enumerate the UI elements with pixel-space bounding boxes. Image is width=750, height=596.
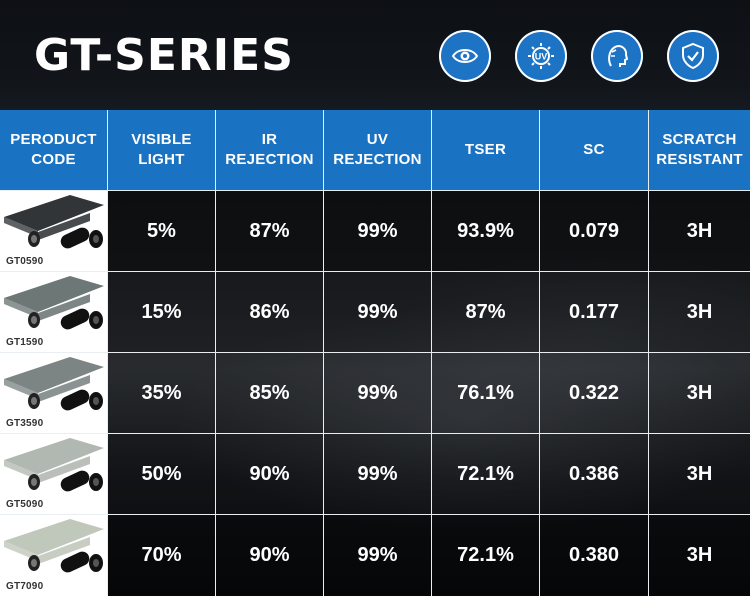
cool-face-icon — [591, 30, 643, 82]
product-code: GT3590 — [6, 418, 44, 429]
product-cell: GT5090 — [0, 434, 107, 514]
series-title: GT-SERIES — [34, 30, 294, 81]
header-banner: GT-SERIES UV — [0, 0, 750, 110]
sc-cell: 0.380 — [568, 543, 620, 566]
sc-cell: 0.322 — [568, 381, 620, 404]
visible-light-cell: 50% — [141, 462, 182, 485]
product-code: GT7090 — [6, 581, 44, 592]
uv-rejection-cell: 99% — [357, 300, 398, 323]
grid-line — [0, 514, 750, 515]
uv-rejection-cell: 99% — [357, 381, 398, 404]
product-code: GT1590 — [6, 337, 44, 348]
scratch-cell: 3H — [686, 300, 713, 323]
tser-cell: 93.9% — [457, 219, 514, 242]
film-roll-image — [4, 276, 104, 330]
product-cell: GT7090 — [0, 515, 107, 596]
col-uv-rejection: UV REJECTION — [324, 110, 431, 190]
grid-line — [0, 352, 750, 353]
product-cell: GT3590 — [0, 353, 107, 433]
sc-cell: 0.079 — [568, 219, 620, 242]
ir-rejection-cell: 86% — [249, 300, 290, 323]
grid-line — [107, 110, 108, 596]
tser-cell: 72.1% — [457, 543, 514, 566]
visible-light-cell: 35% — [141, 381, 182, 404]
uv-icon: UV — [515, 30, 567, 82]
film-roll-image — [4, 519, 104, 573]
tser-cell: 76.1% — [457, 381, 514, 404]
product-cell: GT0590 — [0, 191, 107, 271]
grid-line — [0, 433, 750, 434]
grid-line — [431, 110, 432, 596]
col-product-code: PERODUCT CODE — [0, 110, 107, 190]
product-code: GT5090 — [6, 499, 44, 510]
ir-rejection-cell: 90% — [249, 543, 290, 566]
uv-rejection-cell: 99% — [357, 462, 398, 485]
sc-cell: 0.386 — [568, 462, 620, 485]
eye-icon — [439, 30, 491, 82]
ir-rejection-cell: 85% — [249, 381, 290, 404]
product-cell: GT1590 — [0, 272, 107, 352]
col-ir-rejection: IR REJECTION — [216, 110, 323, 190]
tser-cell: 72.1% — [457, 462, 514, 485]
film-roll-image — [4, 357, 104, 411]
col-scratch-resistant: SCRATCH RESISTANT — [649, 110, 750, 190]
ir-rejection-cell: 90% — [249, 462, 290, 485]
scratch-cell: 3H — [686, 219, 713, 242]
sc-cell: 0.177 — [568, 300, 620, 323]
visible-light-cell: 15% — [141, 300, 182, 323]
uv-rejection-cell: 99% — [357, 219, 398, 242]
film-roll-image — [4, 195, 104, 249]
grid-line — [539, 110, 540, 596]
grid-line — [648, 110, 649, 596]
svg-text:UV: UV — [535, 52, 548, 62]
grid-line — [323, 110, 324, 596]
tser-cell: 87% — [465, 300, 506, 323]
scratch-cell: 3H — [686, 543, 713, 566]
grid-line — [215, 110, 216, 596]
film-roll-image — [4, 438, 104, 492]
visible-light-cell: 70% — [141, 543, 182, 566]
col-sc: SC — [540, 110, 648, 190]
grid-line — [0, 190, 750, 191]
visible-light-cell: 5% — [147, 219, 176, 242]
product-code: GT0590 — [6, 256, 44, 267]
col-visible-light: VISIBLE LIGHT — [108, 110, 215, 190]
uv-rejection-cell: 99% — [357, 543, 398, 566]
shield-check-icon — [667, 30, 719, 82]
scratch-cell: 3H — [686, 462, 713, 485]
col-tser: TSER — [432, 110, 539, 190]
table-header: PERODUCT CODE VISIBLE LIGHT IR REJECTION… — [0, 110, 750, 190]
scratch-cell: 3H — [686, 381, 713, 404]
ir-rejection-cell: 87% — [249, 219, 290, 242]
grid-line — [0, 271, 750, 272]
